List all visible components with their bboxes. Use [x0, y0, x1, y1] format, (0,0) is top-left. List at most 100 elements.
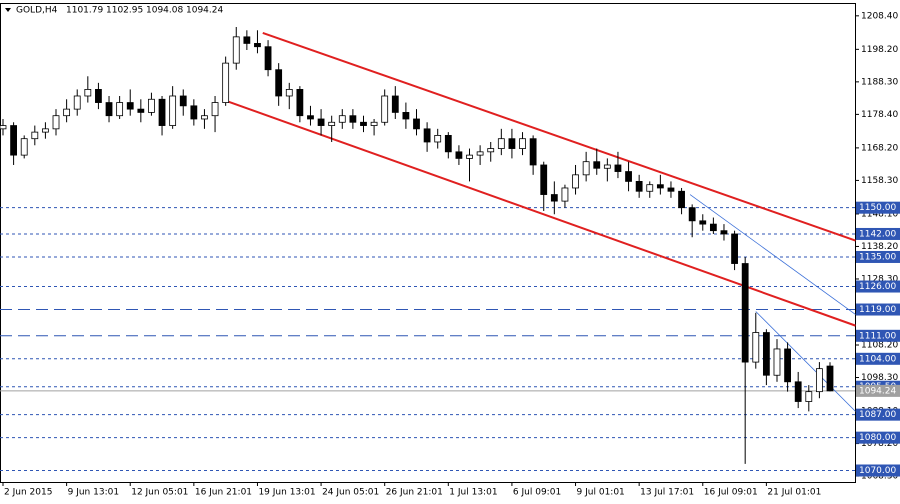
candle-body — [370, 121, 378, 126]
candle-body — [667, 187, 675, 192]
candle-body — [519, 138, 526, 149]
y-tick-label: 1198.20 — [861, 45, 898, 55]
candle-body — [593, 161, 601, 169]
level-label: 1080.00 — [859, 433, 896, 443]
candle-body — [487, 148, 495, 153]
trendline — [689, 194, 856, 315]
candle-body — [784, 348, 791, 383]
level-label-box — [856, 464, 900, 477]
candle-body — [678, 190, 685, 209]
candle-body — [423, 128, 431, 143]
candle-body — [10, 125, 18, 156]
candle-body — [497, 138, 505, 149]
candle-body — [328, 121, 336, 126]
candle-body — [169, 95, 177, 126]
candle-body — [254, 43, 261, 48]
candle-body — [73, 95, 81, 110]
candle-body — [381, 95, 389, 123]
candle-body — [190, 105, 198, 120]
y-tick-label: 1108.20 — [861, 341, 898, 351]
y-tick-label: 1208.40 — [861, 11, 898, 21]
candle-body — [307, 115, 314, 120]
candle-body — [126, 102, 134, 110]
candle-body — [815, 368, 823, 393]
candle-body — [20, 138, 28, 156]
candle-body — [699, 220, 707, 225]
candle-body — [105, 102, 113, 117]
candle-body — [773, 348, 781, 376]
trendline — [755, 311, 856, 412]
level-label: 1111.00 — [859, 331, 896, 341]
candle-body — [148, 98, 155, 113]
level-label-box — [856, 250, 900, 263]
candle-body — [275, 69, 283, 97]
candle-body — [720, 230, 728, 235]
candle-body — [762, 332, 770, 376]
header-low: 1094.08 — [146, 6, 183, 16]
level-label-box — [856, 280, 900, 293]
chart-title: GOLD,H4 — [16, 6, 58, 16]
x-tick-label: 9 Jun 13:01 — [68, 488, 119, 498]
x-tick-label: 19 Jun 13:01 — [258, 488, 315, 498]
candle-body — [434, 135, 442, 143]
candle-body — [603, 164, 611, 169]
level-label-box — [856, 227, 900, 240]
candle-body — [84, 89, 92, 97]
x-tick-label: 12 Jun 05:01 — [131, 488, 188, 498]
y-tick-label: 1188.30 — [861, 77, 898, 87]
y-tick-label: 1128.30 — [861, 274, 898, 284]
candle-body — [529, 138, 537, 166]
x-tick-label: 26 Jun 21:01 — [386, 488, 443, 498]
candle-body — [317, 118, 325, 126]
x-tick-label: 6 Jul 09:01 — [513, 488, 561, 498]
candle-body — [805, 391, 813, 402]
y-tick-label: 1168.20 — [861, 143, 898, 153]
candle-body — [794, 381, 802, 402]
candle-body — [137, 108, 145, 113]
y-tick-label: 1098.30 — [861, 373, 898, 383]
header-high: 1102.95 — [106, 6, 143, 16]
level-label: 1104.00 — [859, 354, 896, 364]
candle-body — [95, 89, 102, 103]
level-label: 1087.00 — [859, 410, 896, 420]
candle-body — [688, 207, 696, 222]
candle-body — [158, 98, 166, 126]
y-tick-label: 1068.30 — [861, 472, 898, 482]
candle-body — [63, 108, 71, 117]
candle-body — [179, 95, 187, 107]
candle-body — [391, 95, 399, 113]
candle-body — [0, 125, 7, 130]
level-label-box — [856, 352, 900, 365]
y-tick-label: 1138.20 — [861, 242, 898, 252]
candle-body — [731, 233, 738, 264]
level-label: 1126.00 — [859, 282, 896, 292]
y-tick-label: 1078.20 — [861, 439, 898, 449]
plot-frame — [0, 3, 856, 483]
price-label: 1094.24 — [859, 386, 896, 396]
candle-body — [222, 62, 230, 103]
candle-body — [646, 184, 654, 192]
candle-body — [752, 332, 760, 363]
trendline — [222, 98, 856, 327]
level-label: 1119.00 — [859, 305, 896, 315]
menu-arrow[interactable] — [5, 8, 11, 12]
candle-body — [508, 138, 516, 149]
level-label: 1142.00 — [859, 229, 896, 239]
trendline — [262, 31, 856, 242]
x-tick-label: 9 Jul 01:01 — [577, 488, 625, 498]
header-close: 1094.24 — [186, 6, 223, 16]
x-tick-label: 2 Jun 2015 — [4, 488, 52, 498]
level-label-box — [856, 408, 900, 421]
candle-body — [201, 115, 208, 120]
y-tick-label: 1158.30 — [861, 176, 898, 186]
candle-body — [243, 36, 251, 44]
level-label: 1070.00 — [859, 466, 896, 476]
candle-body — [476, 151, 484, 156]
candle-body — [635, 181, 643, 192]
candle-body — [826, 365, 834, 392]
candle-body — [360, 121, 367, 126]
candle-body — [444, 135, 452, 153]
level-label: 1135.00 — [859, 252, 896, 262]
level-label: 1150.00 — [859, 203, 896, 213]
